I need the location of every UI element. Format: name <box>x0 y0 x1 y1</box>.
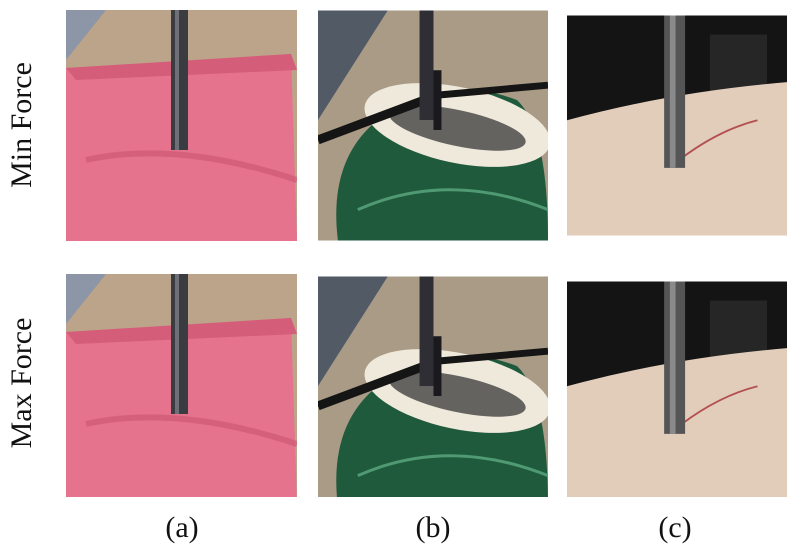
photo-skin-min <box>567 16 787 236</box>
column-label: (c) <box>658 511 691 544</box>
photo-sponge-max <box>66 274 297 505</box>
column-label: (b) <box>416 511 451 544</box>
panels <box>66 10 787 507</box>
row-label: Min Force <box>5 62 38 188</box>
figure: Min Force Max Force (a) (b) (c) <box>0 0 787 557</box>
photo-skin-max <box>567 282 787 502</box>
photo-sponge-min <box>66 10 297 241</box>
photo-bottle-min <box>318 11 558 241</box>
row-label: Max Force <box>5 318 38 449</box>
column-label: (a) <box>165 511 198 544</box>
photo-bottle-max <box>318 277 558 507</box>
